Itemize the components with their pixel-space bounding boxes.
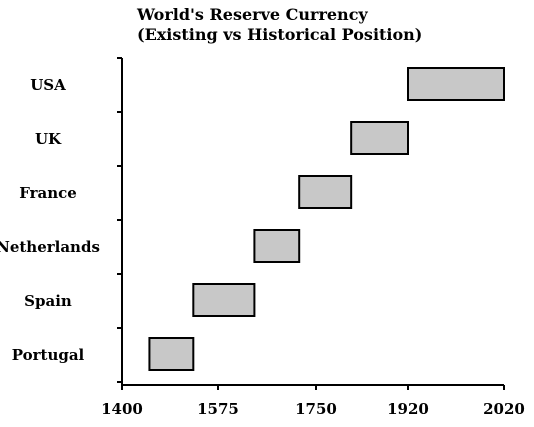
bar-uk — [350, 121, 410, 155]
x-tick-label: 1920 — [387, 400, 429, 418]
category-label-portugal: Portugal — [12, 346, 85, 364]
category-label-uk: UK — [35, 130, 62, 148]
bar-portugal — [148, 337, 195, 371]
x-tick-label: 1750 — [295, 400, 337, 418]
bar-netherlands — [253, 229, 301, 263]
category-label-france: France — [19, 184, 77, 202]
category-label-spain: Spain — [24, 292, 72, 310]
x-tick-label: 1400 — [101, 400, 143, 418]
category-label-usa: USA — [30, 76, 66, 94]
category-labels: USA UK France Netherlands Spain Portugal — [0, 76, 100, 364]
bar-spain — [192, 283, 256, 317]
chart-title: World's Reserve Currency — [136, 5, 368, 24]
category-label-netherlands: Netherlands — [0, 238, 100, 256]
bar-usa — [407, 67, 505, 101]
bars — [148, 67, 505, 371]
axes — [117, 57, 505, 390]
x-tick-labels: 1400 1575 1750 1920 2020 — [101, 400, 525, 418]
chart-subtitle: (Existing vs Historical Position) — [137, 25, 422, 44]
x-tick-label: 2020 — [483, 400, 525, 418]
bar-france — [298, 175, 353, 209]
x-tick-label: 1575 — [197, 400, 239, 418]
